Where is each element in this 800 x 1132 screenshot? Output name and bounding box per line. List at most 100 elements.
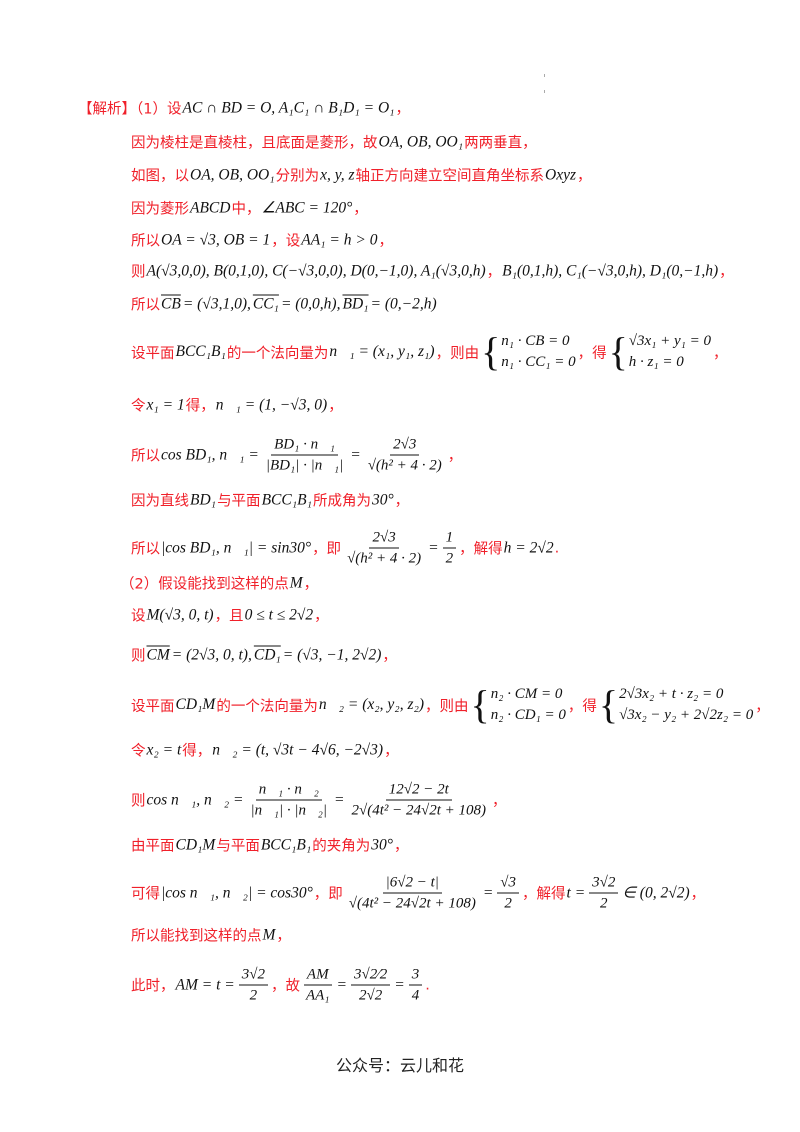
math-expression: t =	[566, 884, 586, 901]
math-expression: = (0,0,h),	[280, 295, 341, 312]
explanation-text: 令	[131, 398, 146, 415]
explanation-text: 分别为	[275, 168, 320, 185]
explanation-text: ，	[447, 448, 463, 465]
system-rows: 2√3x₂ + t · z₂ = 0 √3x₂ − y₂ + 2√2z₂ = 0	[619, 684, 753, 726]
explanation-text: 得，	[182, 743, 212, 760]
explanation-text: （2）假设能找到这样的点	[120, 576, 289, 593]
explanation-text: ，解得	[459, 541, 503, 558]
math-expression: BCC₁B₁	[261, 491, 312, 508]
fraction-numerator: 2√3	[369, 529, 399, 549]
equation-system: {2√3x₂ + t · z₂ = 0 √3x₂ − y₂ + 2√2z₂ = 0	[599, 684, 753, 726]
system-equation: n₁ · CB = 0	[501, 333, 570, 349]
explanation-text: ，即	[312, 541, 342, 558]
solution-line: 则 A(√3,0,0), B(0,1,0), C(−√3,0,0), D(0,−1…	[131, 261, 734, 282]
explanation-text: 所成角为	[312, 493, 371, 510]
explanation-text: 因为棱柱是直棱柱，且底面是菱形，故	[131, 135, 378, 152]
explanation-text: ，解得	[522, 886, 566, 903]
fraction-numerator: |6√2 − t|	[382, 874, 442, 894]
explanation-text: ，	[486, 264, 502, 281]
explanation-text: ，	[395, 101, 411, 118]
math-expression: 30°	[371, 491, 394, 508]
vector-expression: BD₁	[342, 295, 369, 312]
math-expression: AA₁ = h > 0	[301, 231, 378, 248]
math-expression: = (2√3, 0, t),	[171, 646, 252, 663]
solution-line: 设平面 BCC₁B₁ 的一个法向量为 n⃗₁ = (x₁, y₁, z₁) ，则由{n₁…	[131, 331, 728, 373]
explanation-text: ，	[492, 793, 507, 810]
explanation-text: ，	[303, 576, 319, 593]
brace-icon: {	[598, 682, 619, 727]
explanation-text: 设平面	[131, 345, 175, 362]
solution-line: 所以能找到这样的点 M，	[131, 925, 291, 946]
fraction: 2√3 √(h² + 4 · 2)	[344, 529, 424, 568]
fraction: BD₁ · n⃗₁ |BD₁| · |n⃗₁|	[263, 436, 346, 475]
explanation-text: 如图，以	[131, 168, 189, 185]
solution-line: 设 M(√3, 0, t) ，且 0 ≤ t ≤ 2√2，	[131, 605, 329, 626]
math-expression: OA, OB, OO₁	[190, 166, 275, 183]
math-expression: OA = √3, OB = 1	[161, 231, 271, 248]
fraction-numerator: n⃗₁ · n⃗₂	[255, 781, 322, 801]
explanation-text: .	[425, 977, 430, 993]
explanation-text: 因为直线	[131, 493, 189, 510]
fraction: AM AA₁	[303, 966, 333, 1005]
math-expression: OA, OB, OO₁	[378, 133, 464, 150]
explanation-text: ，	[328, 398, 343, 415]
math-expression: M(√3, 0, t)	[146, 606, 214, 623]
vector-expression: CB	[161, 295, 181, 312]
explanation-text: ，得	[567, 698, 597, 715]
math-expression: x₁ = 1	[146, 396, 185, 413]
explanation-text: 两两垂直，	[464, 135, 537, 152]
math-expression: AM = t =	[175, 976, 235, 993]
math-expression: BCC₁B₁	[260, 836, 312, 853]
explanation-text: 由平面	[131, 838, 175, 855]
explanation-text: 所以	[131, 233, 160, 250]
math-expression: =	[394, 976, 405, 993]
fraction-denominator: 2	[600, 895, 608, 912]
equation-system: {√3x₁ + y₁ = 0 h · z₁ = 0	[609, 331, 711, 373]
math-expression: cos BD₁, n⃗₁ =	[161, 446, 259, 463]
system-equation: h · z₁ = 0	[628, 354, 684, 370]
brace-icon: {	[470, 682, 490, 727]
fraction: 3√2 2	[589, 874, 619, 913]
math-expression: AC ∩ BD = O, A₁C₁ ∩ B₁D₁ = O₁	[182, 99, 395, 116]
explanation-text: 所以	[131, 541, 160, 558]
explanation-text: ，	[755, 698, 770, 715]
fraction-numerator: BD₁ · n⃗₁	[271, 436, 338, 456]
solution-line: 则 cos n⃗₁, n⃗₂ = n⃗₁ · n⃗₂ |n⃗₁| · |n⃗₂| = 12…	[131, 781, 507, 820]
fraction-numerator: 3√2	[589, 874, 619, 894]
explanation-text: ，	[690, 886, 706, 903]
explanation-text: ，	[378, 233, 393, 250]
fraction-numerator: 3	[408, 966, 423, 986]
vector-expression: CM	[146, 646, 170, 663]
fraction-denominator: √(4t² − 24√2t + 108)	[348, 895, 476, 912]
equation-system: {n₂ · CM = 0 n₂ · CD₁ = 0	[471, 684, 566, 726]
explanation-text: 因为菱形	[131, 201, 189, 218]
fraction: √3 2	[497, 874, 520, 913]
system-equation: √3x₂ − y₂ + 2√2z₂ = 0	[619, 707, 754, 723]
math-expression: ABCD	[190, 199, 231, 216]
scan-speck	[544, 90, 545, 93]
explanation-text: ，且	[214, 608, 244, 625]
math-expression: = (√3,1,0),	[182, 295, 251, 312]
math-expression: =	[336, 976, 347, 993]
fraction: n⃗₁ · n⃗₂ |n⃗₁| · |n⃗₂|	[248, 781, 331, 820]
math-expression: n⃗₁ = (x₁, y₁, z₁)	[329, 343, 435, 360]
equation-system: {n₁ · CB = 0 n₁ · CC₁ = 0	[481, 331, 576, 373]
brace-icon: {	[608, 329, 628, 374]
system-rows: n₁ · CB = 0 n₁ · CC₁ = 0	[501, 331, 575, 373]
fraction-numerator: √3	[497, 874, 520, 894]
explanation-text: 【解析】（1）设	[78, 101, 182, 118]
explanation-text: ，	[382, 648, 397, 665]
fraction: 12√2 − 2t 2√(4t² − 24√2t + 108)	[349, 781, 490, 820]
explanation-text: ，	[384, 743, 399, 760]
math-expression: BD₁	[190, 491, 217, 508]
fraction-denominator: 2	[504, 895, 512, 912]
math-expression: B₁(0,1,h), C₁(−√3,0,h), D₁(0,−1,h)	[502, 262, 719, 279]
explanation-text: ，则由	[425, 698, 469, 715]
solution-line: 由平面 CD₁M 与平面 BCC₁B₁ 的夹角为 30°，	[131, 835, 408, 856]
explanation-text: ，	[713, 345, 728, 362]
explanation-text: 与平面	[216, 838, 260, 855]
math-expression: x, y, z	[320, 166, 355, 183]
explanation-text: ，	[393, 838, 409, 855]
system-rows: n₂ · CM = 0 n₂ · CD₁ = 0	[491, 684, 566, 726]
math-expression: BCC₁B₁	[175, 343, 226, 360]
